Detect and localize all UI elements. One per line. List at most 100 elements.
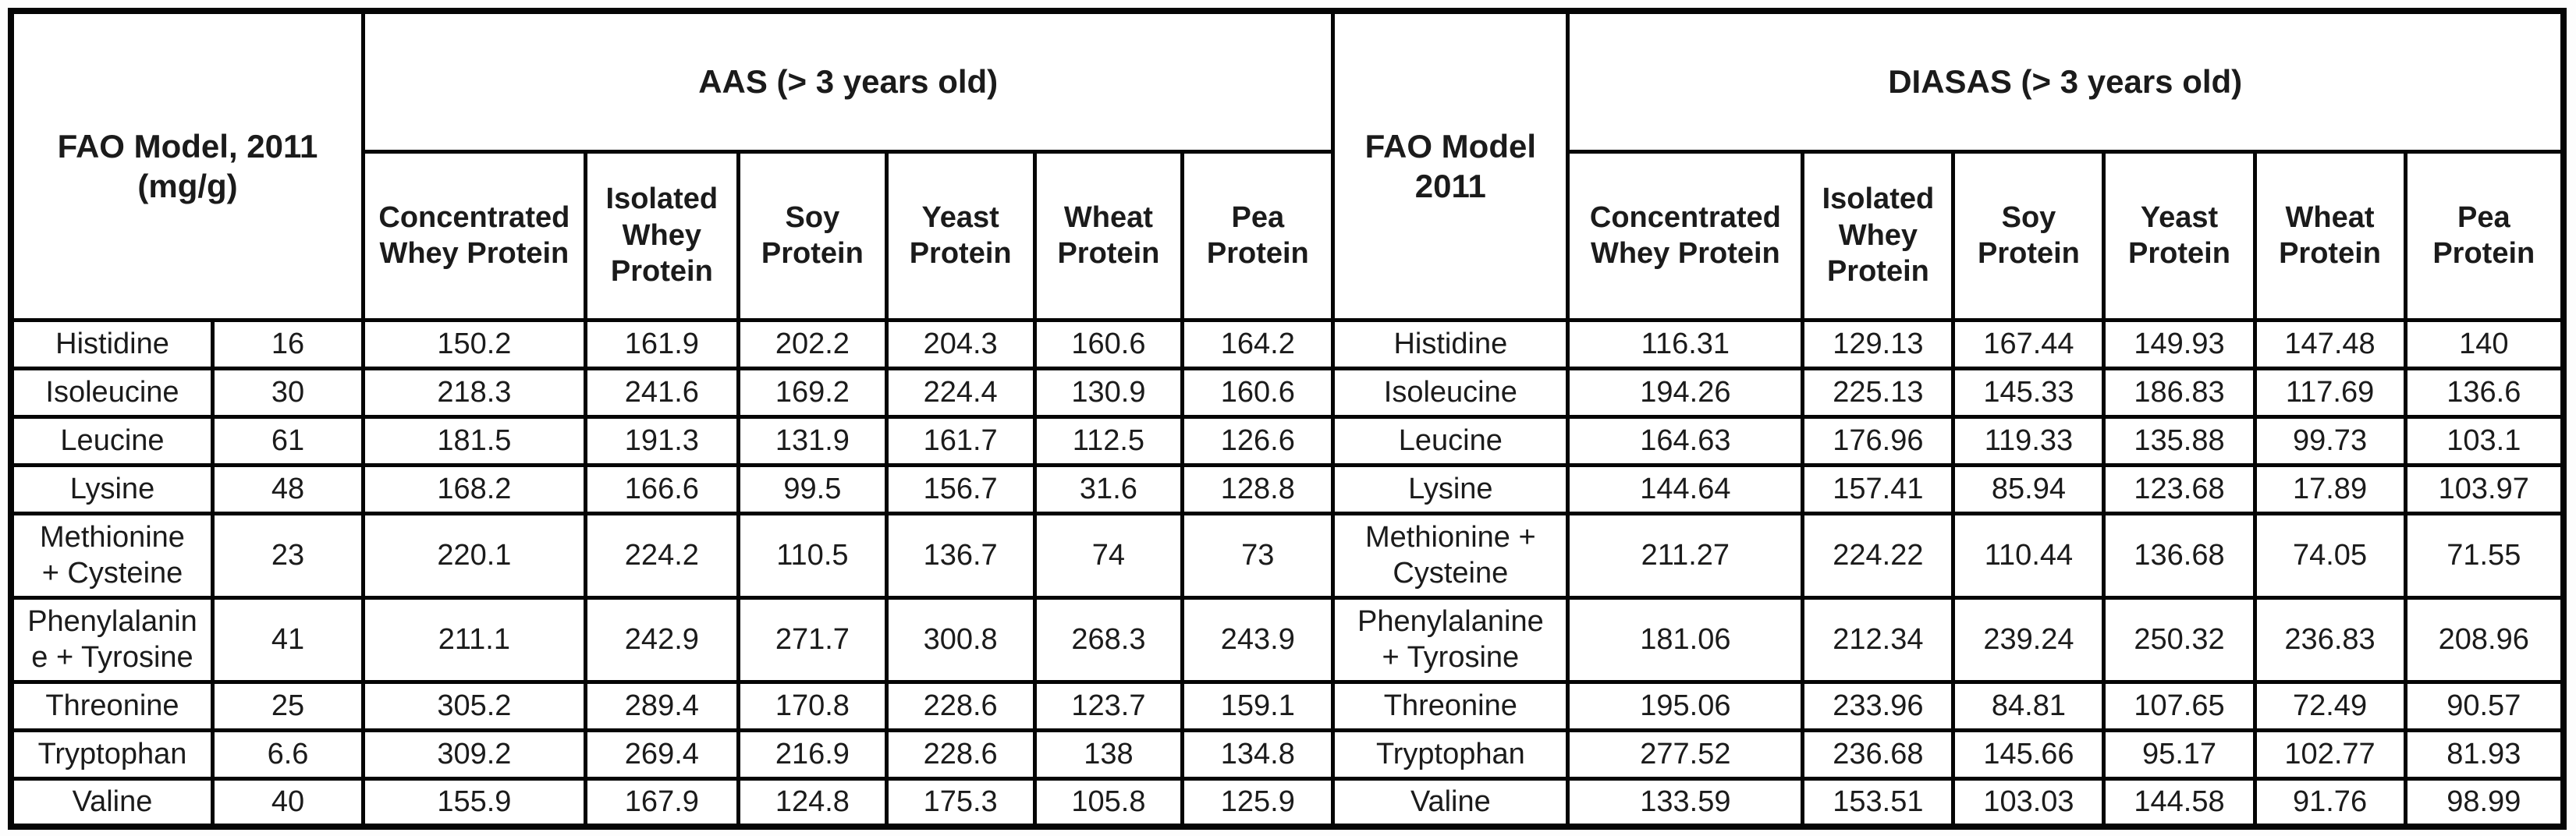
- aas-column-header-yeast: Yeast Protein: [884, 149, 1037, 322]
- aas-value: 134.8: [1180, 728, 1336, 781]
- aas-value: 224.2: [583, 511, 741, 600]
- amino-acid-label-left: Tryptophan: [9, 728, 215, 781]
- diasas-group-header: DIASAS (> 3 years old): [1566, 9, 2566, 154]
- aas-column-header-concentrated-whey: Concentrated Whey Protein: [361, 149, 587, 322]
- fao-model-header-left: FAO Model, 2011 (mg/g): [9, 9, 366, 322]
- aas-value: 130.9: [1032, 366, 1185, 419]
- aas-value: 224.4: [884, 366, 1037, 419]
- amino-acid-label-mid: Tryptophan: [1331, 728, 1570, 781]
- aas-group-header: AAS (> 3 years old): [361, 9, 1336, 154]
- diasas-value: 144.64: [1566, 462, 1805, 515]
- aas-value: 166.6: [583, 462, 741, 515]
- diasas-value: 212.34: [1801, 595, 1956, 684]
- table-row: Tryptophan 6.6 309.2 269.4 216.9 228.6 138 134.…: [9, 728, 2566, 781]
- aas-value: 268.3: [1032, 595, 1185, 684]
- aas-value: 161.7: [884, 414, 1037, 467]
- fao-reference-value: 16: [210, 317, 366, 370]
- table-body: Histidine 16 150.2 161.9 202.2 204.3 160.6 164.…: [9, 317, 2566, 829]
- diasas-value: 102.77: [2252, 728, 2407, 781]
- fao-reference-value: 40: [210, 776, 366, 829]
- diasas-value: 164.63: [1566, 414, 1805, 467]
- diasas-value: 110.44: [1951, 511, 2106, 600]
- diasas-value: 208.96: [2403, 595, 2566, 684]
- aas-value: 170.8: [736, 679, 889, 732]
- amino-acid-label-mid: Histidine: [1331, 317, 1570, 370]
- diasas-value: 81.93: [2403, 728, 2566, 781]
- aas-value: 300.8: [884, 595, 1037, 684]
- table-row: Methionine + Cysteine 23 220.1 224.2 110.5 13…: [9, 511, 2566, 600]
- diasas-value: 129.13: [1801, 317, 1956, 370]
- amino-acid-label-left: Phenylalanin e + Tyrosine: [9, 595, 215, 684]
- diasas-value: 123.68: [2102, 462, 2257, 515]
- aas-value: 289.4: [583, 679, 741, 732]
- diasas-value: 250.32: [2102, 595, 2257, 684]
- diasas-value: 103.03: [1951, 776, 2106, 829]
- diasas-value: 194.26: [1566, 366, 1805, 419]
- amino-acid-label-mid: Methionine + Cysteine: [1331, 511, 1570, 600]
- amino-acid-label-left: Histidine: [9, 317, 215, 370]
- diasas-column-header-yeast: Yeast Protein: [2102, 149, 2257, 322]
- diasas-value: 103.1: [2403, 414, 2566, 467]
- aas-value: 74: [1032, 511, 1185, 600]
- diasas-value: 225.13: [1801, 366, 1956, 419]
- diasas-value: 211.27: [1566, 511, 1805, 600]
- amino-acid-label-left: Isoleucine: [9, 366, 215, 419]
- aas-value: 159.1: [1180, 679, 1336, 732]
- diasas-column-header-soy: Soy Protein: [1951, 149, 2106, 322]
- aas-value: 128.8: [1180, 462, 1336, 515]
- diasas-value: 103.97: [2403, 462, 2566, 515]
- diasas-value: 72.49: [2252, 679, 2407, 732]
- amino-acid-label-mid: Threonine: [1331, 679, 1570, 732]
- aas-value: 169.2: [736, 366, 889, 419]
- table-header: FAO Model, 2011 (mg/g) AAS (> 3 years ol…: [9, 9, 2566, 322]
- table-row: Threonine 25 305.2 289.4 170.8 228.6 123.7 159.…: [9, 679, 2566, 732]
- diasas-value: 85.94: [1951, 462, 2106, 515]
- diasas-value: 74.05: [2252, 511, 2407, 600]
- diasas-value: 91.76: [2252, 776, 2407, 829]
- aas-column-header-pea: Pea Protein: [1180, 149, 1336, 322]
- amino-acid-label-mid: Valine: [1331, 776, 1570, 829]
- aas-value: 168.2: [361, 462, 587, 515]
- diasas-column-header-isolated-whey: Isolated Whey Protein: [1801, 149, 1956, 322]
- aas-value: 242.9: [583, 595, 741, 684]
- table-row: Leucine 61 181.5 191.3 131.9 161.7 112.5 126.6 L…: [9, 414, 2566, 467]
- aas-value: 243.9: [1180, 595, 1336, 684]
- diasas-value: 140: [2403, 317, 2566, 370]
- group-header-row: FAO Model, 2011 (mg/g) AAS (> 3 years ol…: [9, 9, 2566, 322]
- diasas-value: 117.69: [2252, 366, 2407, 419]
- aas-value: 305.2: [361, 679, 587, 732]
- aas-value: 167.9: [583, 776, 741, 829]
- diasas-value: 133.59: [1566, 776, 1805, 829]
- aas-column-header-wheat: Wheat Protein: [1032, 149, 1185, 322]
- diasas-value: 95.17: [2102, 728, 2257, 781]
- aas-value: 160.6: [1180, 366, 1336, 419]
- diasas-value: 157.41: [1801, 462, 1956, 515]
- diasas-value: 224.22: [1801, 511, 1956, 600]
- aas-value: 228.6: [884, 679, 1037, 732]
- aas-value: 124.8: [736, 776, 889, 829]
- aas-value: 112.5: [1032, 414, 1185, 467]
- aas-value: 175.3: [884, 776, 1037, 829]
- diasas-value: 144.58: [2102, 776, 2257, 829]
- amino-acid-label-mid: Phenylalanine + Tyrosine: [1331, 595, 1570, 684]
- table-row: Isoleucine 30 218.3 241.6 169.2 224.4 130.9 160…: [9, 366, 2566, 419]
- aas-value: 271.7: [736, 595, 889, 684]
- diasas-value: 98.99: [2403, 776, 2566, 829]
- fao-reference-value: 6.6: [210, 728, 366, 781]
- amino-acid-label-mid: Isoleucine: [1331, 366, 1570, 419]
- aas-value: 269.4: [583, 728, 741, 781]
- aas-value: 125.9: [1180, 776, 1336, 829]
- aas-value: 110.5: [736, 511, 889, 600]
- diasas-value: 84.81: [1951, 679, 2106, 732]
- diasas-value: 145.66: [1951, 728, 2106, 781]
- diasas-column-header-wheat: Wheat Protein: [2252, 149, 2407, 322]
- aas-value: 138: [1032, 728, 1185, 781]
- diasas-value: 119.33: [1951, 414, 2106, 467]
- aas-value: 181.5: [361, 414, 587, 467]
- aas-value: 136.7: [884, 511, 1037, 600]
- diasas-value: 236.83: [2252, 595, 2407, 684]
- protein-quality-table: FAO Model, 2011 (mg/g) AAS (> 3 years ol…: [8, 8, 2567, 830]
- amino-acid-label-mid: Lysine: [1331, 462, 1570, 515]
- diasas-value: 153.51: [1801, 776, 1956, 829]
- aas-value: 99.5: [736, 462, 889, 515]
